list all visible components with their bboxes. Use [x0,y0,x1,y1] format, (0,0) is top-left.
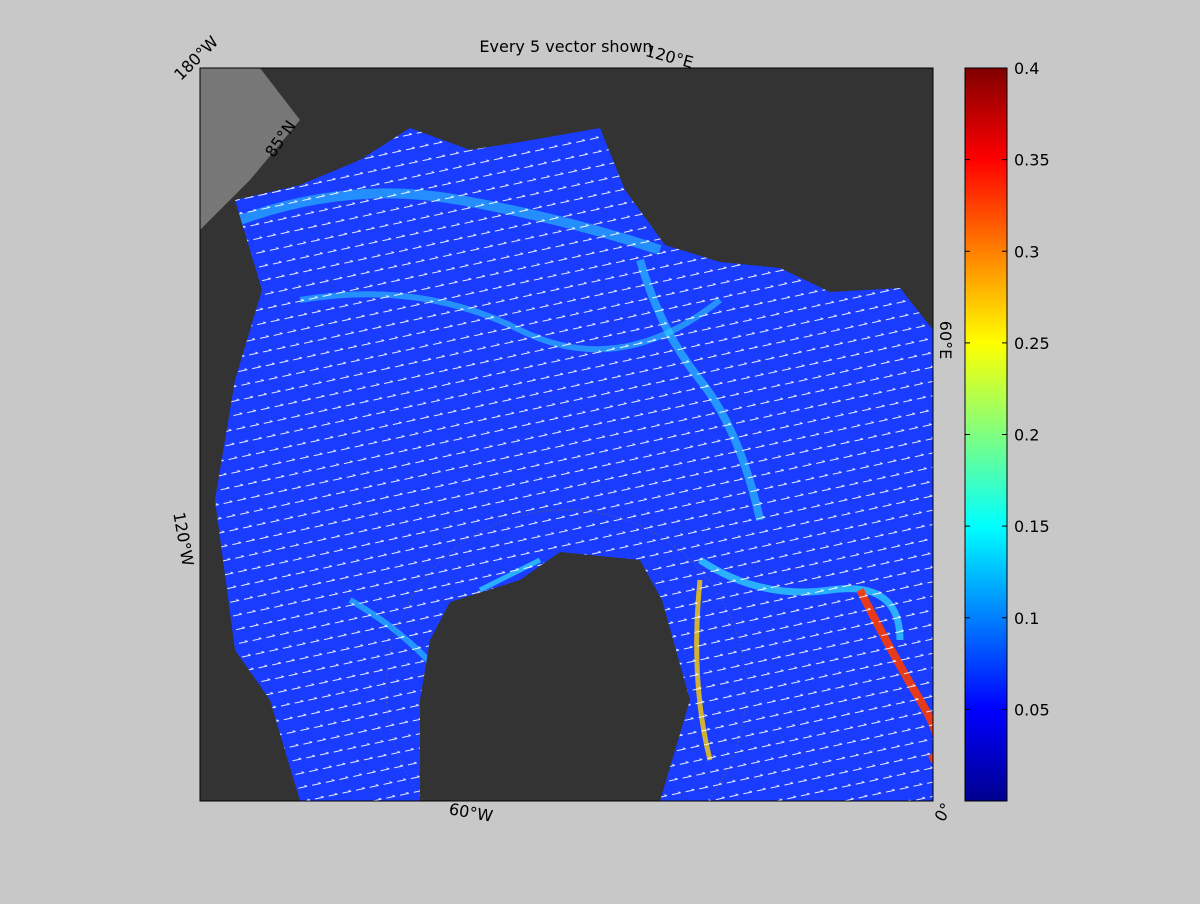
colorbar-scale [964,67,1008,802]
colorbar-tick-label: 0.15 [1014,517,1050,536]
colorbar-tick-label: 0.1 [1014,609,1039,628]
longitude-label: 120°W [169,511,197,568]
colorbar-tick-label: 0.3 [1014,242,1039,261]
colorbar-tick-label: 0.05 [1014,700,1050,719]
land-edge [200,68,300,230]
longitude-label: 60°E [936,321,955,359]
colorbar-tick-label: 0.25 [1014,334,1050,353]
map-title: Every 5 vector shown [479,37,652,56]
longitude-label: 60°W [448,799,495,825]
colorbar-tick-label: 0.4 [1014,59,1039,78]
longitude-label: 0° [930,800,956,825]
map-axes [200,68,933,801]
colorbar: 0.05 0.1 0.15 0.2 0.25 0.3 0.35 0.4 [964,59,1050,802]
colorbar-tick-label: 0.2 [1014,426,1039,445]
axes-frame [199,67,934,802]
parallel [385,509,747,801]
colorbar-tick-label: 0.35 [1014,151,1050,170]
